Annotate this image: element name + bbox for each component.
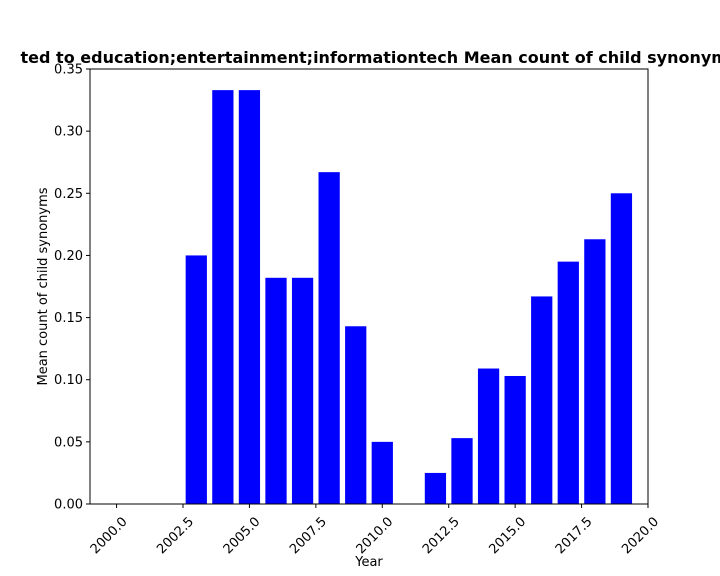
y-axis-ticks: 0.00 0.05 0.10 0.15 0.20 0.25 0.30 0.35 [54, 63, 90, 513]
bar-2010 [371, 441, 393, 504]
bar-2003 [185, 255, 207, 504]
y-tick-label: 0.20 [54, 249, 83, 264]
x-axis-label: Year [354, 555, 383, 570]
x-tick-label: 2010.0 [354, 514, 397, 557]
bar-2006 [265, 277, 287, 504]
bar-2012 [424, 472, 447, 504]
bar-2013 [451, 438, 473, 504]
x-tick-label: 2005.0 [221, 514, 264, 557]
plot-frame [89, 68, 649, 505]
x-tick-label: 2000.0 [88, 514, 131, 557]
y-tick-label: 0.05 [54, 435, 83, 450]
x-tick-label: 2012.5 [420, 514, 463, 557]
y-tick-label: 0.15 [54, 311, 83, 326]
x-axis-ticks: 2000.0 2002.5 2005.0 2007.5 2010.0 2012.5 2015… [88, 504, 662, 557]
x-tick-label: 2017.5 [553, 514, 596, 557]
y-tick-label: 0.00 [54, 498, 83, 513]
bar-2005 [238, 90, 261, 504]
bar-2019 [610, 193, 633, 505]
y-tick-label: 0.10 [54, 373, 83, 388]
bar-2015 [504, 375, 526, 504]
bar-2014 [477, 368, 500, 504]
bar-2017 [557, 261, 579, 504]
bar-2018 [584, 239, 606, 504]
bar-2007 [291, 277, 314, 504]
x-tick-label: 2007.5 [287, 514, 330, 557]
bar-2004 [212, 90, 234, 504]
bars-group [185, 90, 633, 505]
y-axis-label: Mean count of child synonyms [36, 187, 51, 385]
y-tick-label: 0.25 [54, 187, 83, 202]
bar-2008 [318, 172, 340, 504]
x-tick-label: 2002.5 [154, 514, 197, 557]
x-tick-label: 2015.0 [486, 514, 529, 557]
chart-title: ted to education;entertainment;informati… [21, 48, 720, 67]
y-tick-label: 0.30 [54, 125, 83, 140]
bar-2009 [345, 326, 367, 504]
x-tick-label: 2020.0 [619, 514, 662, 557]
bar-2016 [531, 296, 553, 504]
y-tick-label: 0.35 [54, 63, 83, 78]
